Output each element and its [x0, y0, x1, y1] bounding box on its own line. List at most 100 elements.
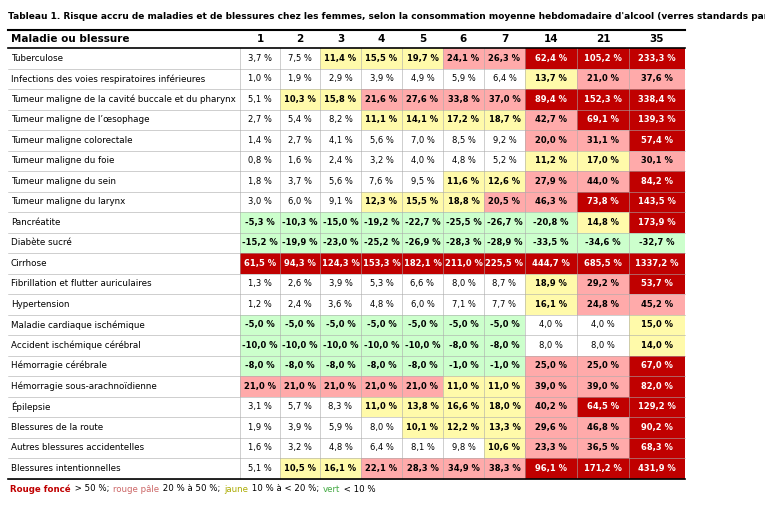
Text: 11,1 %: 11,1 %	[366, 115, 398, 124]
Bar	[361, 376, 402, 397]
Text: 31,1 %: 31,1 %	[587, 136, 619, 145]
Text: 18,8 %: 18,8 %	[448, 197, 480, 206]
Bar	[525, 335, 577, 356]
Bar	[484, 212, 525, 233]
Text: 96,1 %: 96,1 %	[535, 464, 567, 473]
Text: -5,0 %: -5,0 %	[408, 320, 438, 329]
Bar	[629, 274, 685, 294]
Text: 18,7 %: 18,7 %	[489, 115, 520, 124]
Text: Blessures de la route: Blessures de la route	[11, 423, 103, 432]
Text: 5: 5	[419, 34, 426, 44]
Bar	[320, 356, 361, 376]
Text: 12,6 %: 12,6 %	[488, 177, 520, 186]
Bar	[320, 417, 361, 438]
Text: 53,7 %: 53,7 %	[641, 279, 673, 288]
Text: 9,8 %: 9,8 %	[451, 443, 475, 452]
Text: 35: 35	[649, 34, 664, 44]
Text: 153,3 %: 153,3 %	[363, 259, 400, 268]
Bar	[280, 253, 320, 274]
Bar	[240, 458, 280, 479]
Bar	[525, 417, 577, 438]
Text: -5,0 %: -5,0 %	[285, 320, 315, 329]
Bar	[402, 48, 443, 69]
Bar	[280, 458, 320, 479]
Text: 30,1 %: 30,1 %	[641, 156, 673, 165]
Bar	[402, 274, 443, 294]
Text: 20 % à 50 %;: 20 % à 50 %;	[160, 485, 223, 494]
Bar	[361, 356, 402, 376]
Bar	[402, 171, 443, 192]
Text: jaune: jaune	[224, 485, 248, 494]
Text: 3,9 %: 3,9 %	[288, 423, 312, 432]
Text: Cirrhose: Cirrhose	[11, 259, 47, 268]
Bar	[577, 335, 629, 356]
Text: 171,2 %: 171,2 %	[584, 464, 622, 473]
Text: 3,7 %: 3,7 %	[288, 177, 312, 186]
Bar	[629, 315, 685, 335]
Text: 90,2 %: 90,2 %	[641, 423, 673, 432]
Bar	[402, 417, 443, 438]
Bar	[577, 274, 629, 294]
Text: 27,9 %: 27,9 %	[535, 177, 567, 186]
Text: 46,8 %: 46,8 %	[587, 423, 619, 432]
Text: 17,2 %: 17,2 %	[448, 115, 480, 124]
Bar	[629, 48, 685, 69]
Bar	[8, 48, 240, 69]
Bar	[629, 69, 685, 89]
Bar	[484, 171, 525, 192]
Bar	[8, 212, 240, 233]
Text: 38,3 %: 38,3 %	[489, 464, 520, 473]
Text: 233,3 %: 233,3 %	[638, 54, 675, 63]
Text: 4,0 %: 4,0 %	[411, 156, 435, 165]
Bar	[8, 294, 240, 315]
Text: 29,2 %: 29,2 %	[587, 279, 619, 288]
Text: Tumeur maligne du foie: Tumeur maligne du foie	[11, 156, 115, 165]
Bar	[443, 417, 484, 438]
Text: 6,4 %: 6,4 %	[369, 443, 393, 452]
Text: 10,1 %: 10,1 %	[406, 423, 438, 432]
Bar	[280, 192, 320, 212]
Bar	[525, 69, 577, 89]
Text: 1,3 %: 1,3 %	[248, 279, 272, 288]
Bar	[280, 274, 320, 294]
Text: 1,2 %: 1,2 %	[248, 300, 272, 309]
Text: > 50 %;: > 50 %;	[72, 485, 112, 494]
Bar	[240, 294, 280, 315]
Bar	[629, 335, 685, 356]
Bar	[240, 69, 280, 89]
Text: 6,4 %: 6,4 %	[493, 74, 516, 83]
Text: 17,0 %: 17,0 %	[587, 156, 619, 165]
Text: 444,7 %: 444,7 %	[532, 259, 570, 268]
Text: 14,1 %: 14,1 %	[406, 115, 438, 124]
Text: Tumeur maligne de l’œsophage: Tumeur maligne de l’œsophage	[11, 115, 149, 124]
Bar	[402, 151, 443, 171]
Text: 5,3 %: 5,3 %	[369, 279, 393, 288]
Text: Tumeur maligne du larynx: Tumeur maligne du larynx	[11, 197, 125, 206]
Text: 24,8 %: 24,8 %	[587, 300, 619, 309]
Bar	[443, 233, 484, 253]
Bar	[361, 253, 402, 274]
Text: 152,3 %: 152,3 %	[584, 95, 622, 104]
Bar	[629, 417, 685, 438]
Text: -5,0 %: -5,0 %	[366, 320, 396, 329]
Bar	[361, 130, 402, 151]
Bar	[484, 376, 525, 397]
Text: 105,2 %: 105,2 %	[584, 54, 622, 63]
Bar	[361, 294, 402, 315]
Bar	[280, 315, 320, 335]
Bar	[320, 294, 361, 315]
Text: 1,9 %: 1,9 %	[288, 74, 312, 83]
Text: 39,0 %: 39,0 %	[587, 382, 619, 391]
Bar	[280, 69, 320, 89]
Bar	[629, 356, 685, 376]
Text: -10,0 %: -10,0 %	[363, 341, 399, 350]
Text: 2: 2	[296, 34, 304, 44]
Text: 173,9 %: 173,9 %	[638, 218, 675, 227]
Bar	[443, 192, 484, 212]
Bar	[8, 89, 240, 110]
Bar	[280, 89, 320, 110]
Text: 94,3 %: 94,3 %	[284, 259, 316, 268]
Bar	[240, 417, 280, 438]
Bar	[402, 212, 443, 233]
Bar	[525, 192, 577, 212]
